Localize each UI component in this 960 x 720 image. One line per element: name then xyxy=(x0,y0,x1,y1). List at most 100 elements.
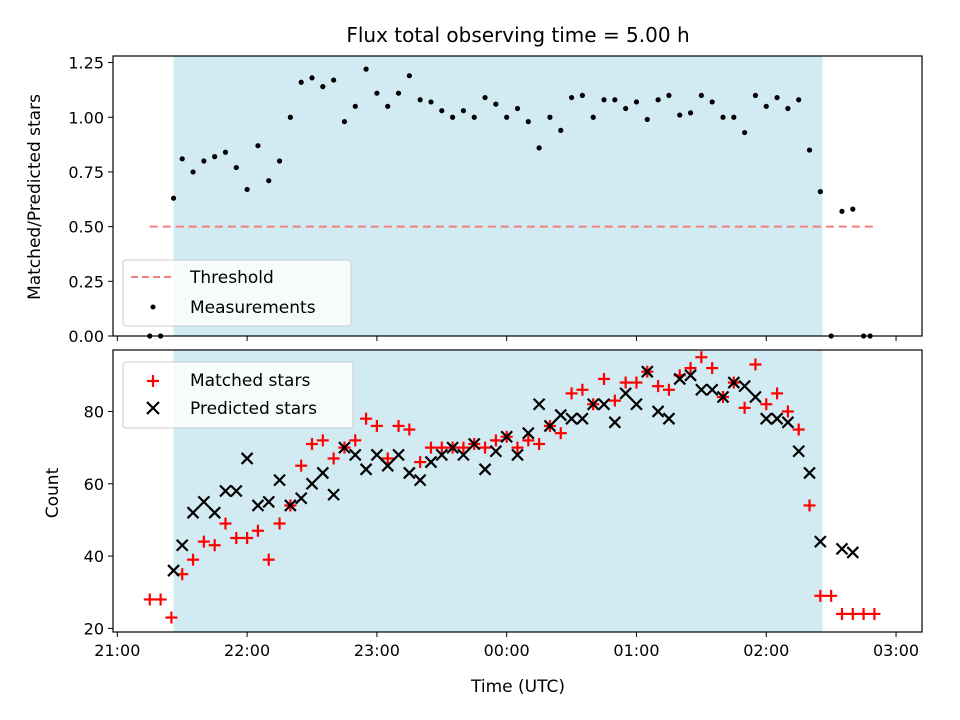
measurement-point xyxy=(266,178,272,184)
predicted-star-stroke xyxy=(327,488,340,501)
predicted-star-point xyxy=(381,459,394,472)
predicted-star-point xyxy=(770,412,784,425)
predicted-star-point xyxy=(446,441,459,454)
measurement-point xyxy=(666,92,672,98)
count-legend-box xyxy=(122,361,354,429)
predicted-star-stroke xyxy=(219,484,232,498)
predicted-star-point xyxy=(565,412,578,425)
x-tick-label: 02:00 xyxy=(743,641,789,660)
matched-star-point xyxy=(187,553,200,566)
measurement-point xyxy=(406,73,412,79)
matched-star-point xyxy=(533,438,546,450)
predicted-star-point xyxy=(576,412,589,425)
predicted-star-stroke xyxy=(576,412,589,425)
matched-star-point xyxy=(857,607,870,620)
predicted-star-point xyxy=(500,430,513,444)
matched-star-point xyxy=(846,607,859,620)
predicted-star-point xyxy=(467,437,481,451)
predicted-star-point xyxy=(608,416,622,429)
measurement-point xyxy=(677,112,683,118)
measurement-point xyxy=(698,92,704,98)
predicted-star-stroke xyxy=(467,437,481,451)
predicted-star-stroke xyxy=(554,408,568,422)
matched-star-point xyxy=(598,372,611,385)
predicted-star-stroke xyxy=(522,426,535,440)
y-tick-label: 1.25 xyxy=(68,54,104,73)
predicted-star-stroke xyxy=(457,448,470,462)
ratio-series-layer xyxy=(147,66,875,339)
ratio-legend: Threshold Measurements xyxy=(122,259,352,327)
predicted-star-point xyxy=(262,495,276,509)
predicted-star-point xyxy=(641,365,654,378)
predicted-star-stroke xyxy=(814,535,827,548)
measurement-point xyxy=(817,189,823,195)
predicted-star-stroke xyxy=(597,397,611,411)
predicted-star-stroke xyxy=(175,538,189,552)
predicted-star-stroke xyxy=(435,448,449,462)
matched-star-point xyxy=(511,441,524,454)
measurement-point xyxy=(839,208,845,214)
matched-star-point xyxy=(370,419,383,432)
predicted-star-stroke xyxy=(446,441,459,454)
measurement-point xyxy=(298,79,304,85)
predicted-star-stroke xyxy=(608,416,622,429)
predicted-star-stroke xyxy=(489,444,503,458)
predicted-star-point xyxy=(543,419,557,433)
predicted-star-point xyxy=(673,372,687,386)
measurements-legend-label: Measurements xyxy=(190,298,316,318)
matched-star-point xyxy=(273,517,286,530)
predicted-star-point xyxy=(348,448,362,462)
matched-star-point xyxy=(230,532,243,544)
predicted-star-point xyxy=(403,466,416,480)
predicted-star-stroke xyxy=(511,448,524,462)
predicted-star-point xyxy=(597,397,611,411)
predicted-star-point xyxy=(586,397,600,411)
predicted-star-stroke xyxy=(370,448,384,462)
predicted-star-stroke xyxy=(500,430,513,444)
predicted-star-stroke xyxy=(273,473,286,487)
measurement-point xyxy=(504,114,510,120)
y-tick-label: 0.50 xyxy=(68,218,104,237)
predicted-star-stroke xyxy=(543,419,557,433)
ratio-axes: 0.00 0.25 0.50 0.75 1.00 1.25 xyxy=(68,54,897,346)
predicted-star-stroke xyxy=(167,564,180,577)
predicted-star-point xyxy=(846,546,860,559)
predicted-star-point xyxy=(305,477,319,491)
predicted-star-stroke xyxy=(662,412,676,425)
matched-star-point xyxy=(143,593,156,606)
predicted-star-stroke xyxy=(705,383,719,397)
matched-star-point xyxy=(327,452,340,465)
predicted-star-stroke xyxy=(392,448,405,462)
matched-star-point xyxy=(706,362,719,375)
predicted-star-point xyxy=(554,408,568,422)
predicted-star-stroke xyxy=(230,484,243,498)
measurement-point xyxy=(514,105,521,112)
predicted-star-stroke xyxy=(695,383,708,397)
predicted-star-point xyxy=(219,484,232,498)
predicted-star-stroke xyxy=(716,390,730,404)
matched-star-point xyxy=(262,553,275,566)
predicted-star-stroke xyxy=(641,365,654,378)
predicted-star-point xyxy=(792,444,805,458)
predicted-star-stroke xyxy=(338,441,351,454)
predicted-star-stroke xyxy=(240,452,254,465)
matched-legend-label: Matched stars xyxy=(190,371,310,391)
predicted-star-stroke xyxy=(781,416,795,429)
measurement-point xyxy=(558,127,564,133)
measurement-point xyxy=(244,186,250,193)
matched-star-point xyxy=(360,412,373,425)
matched-star-point xyxy=(251,524,264,537)
measurement-point xyxy=(752,92,759,98)
matched-star-point xyxy=(738,401,751,414)
matched-star-point xyxy=(792,423,805,436)
matched-star-point xyxy=(316,434,329,447)
predicted-star-point xyxy=(759,412,773,425)
measurement-point xyxy=(201,158,207,164)
measurement-point xyxy=(471,114,477,120)
matched-star-point xyxy=(652,380,665,393)
predicted-star-stroke xyxy=(403,466,416,480)
matched-legend-swatch xyxy=(147,375,159,387)
predicted-star-stroke xyxy=(284,499,297,512)
predicted-star-stroke xyxy=(619,387,632,400)
